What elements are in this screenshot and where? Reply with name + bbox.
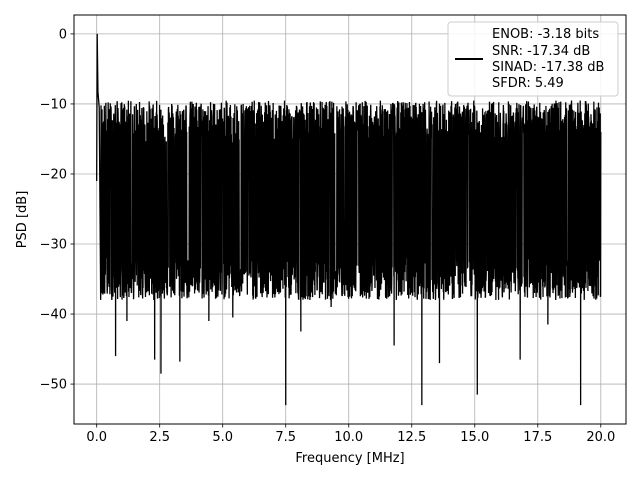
x-tick-label: 10.0	[334, 430, 363, 445]
x-tick-label: 5.0	[212, 430, 233, 445]
x-tick-label: 12.5	[397, 430, 426, 445]
legend-line-snr: SNR: -17.34 dB	[492, 44, 590, 59]
psd-series-line	[96, 33, 602, 406]
legend-box	[447, 21, 619, 97]
y-tick-label: −40	[40, 308, 67, 323]
legend: ENOB: -3.18 bits SNR: -17.34 dB SINAD: -…	[447, 21, 619, 97]
x-tick-label: 2.5	[149, 430, 170, 445]
x-tick-label: 0.0	[86, 430, 107, 445]
x-tick-label: 15.0	[460, 430, 489, 445]
y-tick-label: −50	[40, 378, 67, 393]
y-tick-label: −20	[40, 167, 67, 182]
x-tick-label: 20.0	[586, 430, 615, 445]
x-axis-label: Frequency [MHz]	[295, 451, 404, 466]
y-axis-label: PSD [dB]	[15, 191, 30, 249]
x-tick-label: 7.5	[275, 430, 296, 445]
legend-line-sfdr: SFDR: 5.49	[492, 76, 564, 91]
y-tick-label: −10	[40, 97, 67, 112]
y-tick-label: −30	[40, 238, 67, 253]
ticks: 0.0 2.5 5.0 7.5 10.0 12.5 15.0 17.5 20.0 0 −10 −20 −…	[40, 27, 616, 445]
legend-line-sinad: SINAD: -17.38 dB	[492, 60, 604, 75]
data-layer	[96, 33, 602, 406]
plot-frame	[73, 14, 627, 425]
x-tick-label: 17.5	[523, 430, 552, 445]
y-tick-label: 0	[59, 27, 67, 42]
legend-line-enob: ENOB: -3.18 bits	[492, 27, 599, 42]
